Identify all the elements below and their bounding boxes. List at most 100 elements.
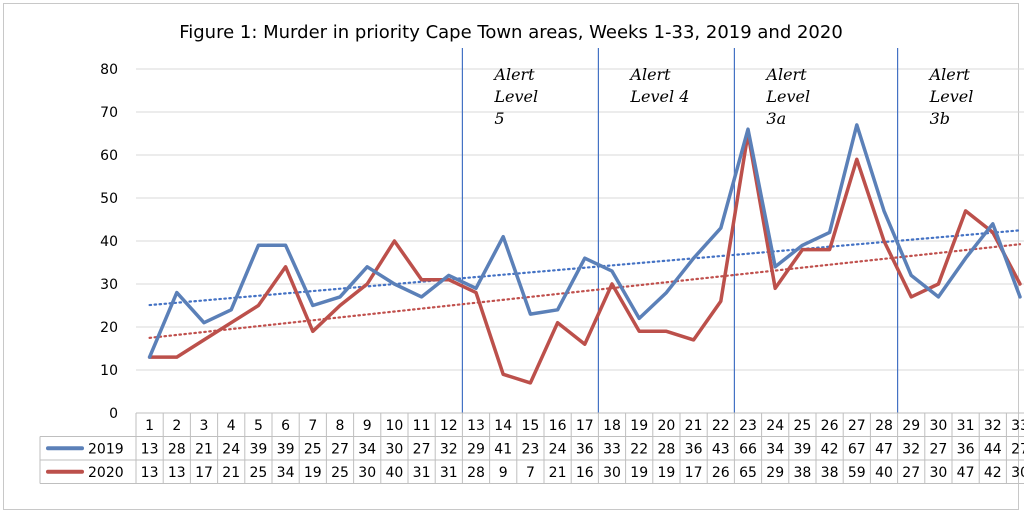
labels: 0 10 20 30 40 50 60 70 80 Alert Level 5 Alert Level 4…	[100, 62, 973, 422]
data-table-value: 27	[902, 465, 920, 481]
series-lines	[147, 123, 1022, 385]
chart-frame	[3, 3, 1019, 510]
data-table-value: 47	[875, 442, 893, 458]
data-table-value: 21	[549, 465, 567, 481]
x-tick-label: 21	[685, 418, 703, 434]
alert-level-label: Level	[765, 87, 810, 106]
data-table-value: 13	[141, 442, 159, 458]
x-tick-label: 18	[603, 418, 621, 434]
data-table-value: 40	[875, 465, 893, 481]
data-table-value: 38	[821, 465, 839, 481]
x-tick-label: 5	[254, 418, 263, 434]
series-line-2020	[147, 131, 1022, 385]
data-table-value: 39	[793, 442, 811, 458]
x-tick-label: 12	[440, 418, 458, 434]
data-table: 1 2 3 4 5 6 7 8 9 10 11 12 13 14 15 16 17 18 19 20 21 22 23 24 2…	[39, 412, 1024, 484]
data-table-value: 16	[576, 465, 594, 481]
data-table-value: 30	[603, 465, 621, 481]
alert-level-label: 3b	[930, 109, 950, 128]
data-table-value: 29	[766, 465, 784, 481]
alert-level-label: Level	[929, 87, 974, 106]
data-table-value: 25	[249, 465, 267, 481]
data-table-value: 59	[848, 465, 866, 481]
data-table-value: 36	[685, 442, 703, 458]
data-table-value: 26	[712, 465, 730, 481]
gridlines	[136, 68, 1024, 414]
data-table-value: 39	[277, 442, 295, 458]
data-table-value: 24	[222, 442, 240, 458]
legend-label: 2019	[88, 442, 124, 458]
data-table-value: 44	[984, 442, 1002, 458]
x-tick-label: 1	[145, 418, 154, 434]
data-table-value: 29	[467, 442, 485, 458]
data-table-value: 13	[141, 465, 159, 481]
data-table-value: 19	[304, 465, 322, 481]
trendline	[148, 229, 1022, 307]
alert-level-label: 5	[494, 109, 504, 128]
x-tick-label: 33	[1011, 418, 1024, 434]
data-table-value: 19	[657, 465, 675, 481]
data-table-value: 21	[195, 442, 213, 458]
data-table-value: 42	[821, 442, 839, 458]
x-tick-label: 16	[549, 418, 567, 434]
data-table-value: 27	[1011, 442, 1024, 458]
data-table-value: 27	[331, 442, 349, 458]
x-tick-label: 17	[576, 418, 594, 434]
x-tick-label: 2	[172, 418, 181, 434]
data-table-value: 32	[440, 442, 458, 458]
x-tick-label: 26	[821, 418, 839, 434]
x-tick-label: 31	[957, 418, 975, 434]
alert-level-label: 3a	[766, 109, 786, 128]
data-table-value: 28	[657, 442, 675, 458]
data-table-value: 36	[576, 442, 594, 458]
alert-level-label: Alert	[492, 65, 535, 84]
data-table-value: 30	[358, 465, 376, 481]
x-tick-label: 6	[281, 418, 290, 434]
data-table-value: 34	[277, 465, 295, 481]
data-table-value: 36	[957, 442, 975, 458]
data-table-value: 21	[222, 465, 240, 481]
y-tick-label: 60	[100, 148, 118, 164]
alert-level-label: Alert	[764, 65, 807, 84]
data-table-value: 30	[385, 442, 403, 458]
x-tick-label: 29	[902, 418, 920, 434]
alert-level-label: Level	[493, 87, 538, 106]
x-tick-label: 8	[336, 418, 345, 434]
x-tick-label: 27	[848, 418, 866, 434]
data-table-value: 17	[685, 465, 703, 481]
data-table-value: 19	[630, 465, 648, 481]
data-table-value: 28	[467, 465, 485, 481]
data-table-value: 33	[603, 442, 621, 458]
data-table-value: 66	[739, 442, 757, 458]
data-table-value: 34	[766, 442, 784, 458]
alert-level-label: Level 4	[629, 87, 689, 106]
x-tick-label: 7	[308, 418, 317, 434]
data-table-value: 30	[929, 465, 947, 481]
x-tick-label: 32	[984, 418, 1002, 434]
data-table-value: 67	[848, 442, 866, 458]
x-tick-label: 24	[766, 418, 784, 434]
y-tick-label: 40	[100, 234, 118, 250]
trendline	[148, 243, 1022, 339]
x-tick-label: 30	[929, 418, 947, 434]
y-tick-label: 80	[100, 62, 118, 78]
data-table-value: 34	[358, 442, 376, 458]
data-table-value: 65	[739, 465, 757, 481]
x-tick-label: 11	[413, 418, 431, 434]
data-table-value: 22	[630, 442, 648, 458]
chart-title: Figure 1: Murder in priority Cape Town a…	[179, 22, 843, 43]
data-table-value: 24	[549, 442, 567, 458]
data-table-value: 7	[526, 465, 535, 481]
data-table-value: 40	[385, 465, 403, 481]
y-tick-label: 30	[100, 277, 118, 293]
alert-level-label: Alert	[628, 65, 671, 84]
data-table-value: 28	[168, 442, 186, 458]
x-tick-label: 13	[467, 418, 485, 434]
y-tick-label: 50	[100, 191, 118, 207]
data-table-value: 31	[413, 465, 431, 481]
y-tick-label: 0	[109, 406, 118, 422]
x-tick-label: 19	[630, 418, 648, 434]
x-tick-label: 23	[739, 418, 757, 434]
data-table-value: 39	[249, 442, 267, 458]
alert-level-lines	[461, 48, 899, 413]
